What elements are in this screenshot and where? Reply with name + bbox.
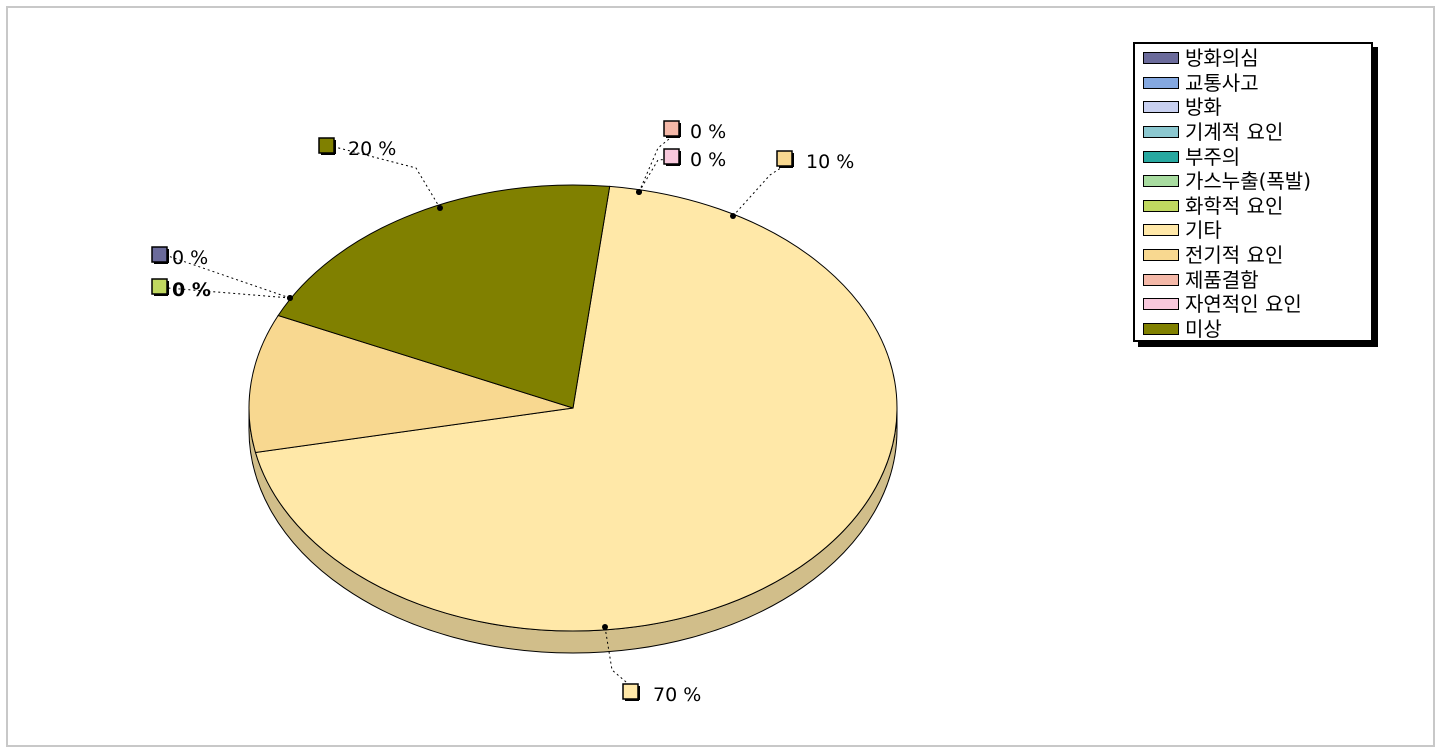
legend-item: 방화의심 — [1143, 46, 1371, 71]
legend-swatch — [1143, 76, 1179, 89]
legend-item: 기계적 요인 — [1143, 120, 1371, 145]
legend-swatch — [1143, 150, 1179, 163]
legend-label: 자연적인 요인 — [1185, 292, 1302, 317]
data-label-leader — [732, 159, 794, 217]
legend-item: 제품결함 — [1143, 267, 1371, 292]
legend-label: 미상 — [1185, 316, 1222, 341]
data-label: 0 % — [690, 121, 726, 143]
legend-label: 기타 — [1185, 218, 1222, 243]
legend-label: 방화 — [1185, 95, 1222, 120]
data-label-dot — [602, 624, 608, 630]
data-label: 70 % — [653, 684, 701, 706]
legend-label: 부주의 — [1185, 144, 1241, 169]
data-label: 0 % — [690, 149, 726, 171]
legend-item: 가스누출(폭발) — [1143, 169, 1371, 194]
legend-item: 부주의 — [1143, 144, 1371, 169]
data-label-dot — [437, 205, 443, 211]
legend-swatch — [1143, 249, 1179, 262]
data-label: 0 % — [172, 247, 208, 269]
legend-label: 기계적 요인 — [1185, 120, 1284, 145]
data-label-dot — [287, 295, 293, 301]
pie-slice-전기적 요인 — [248, 314, 574, 454]
data-label-leader — [167, 255, 291, 299]
legend-swatch — [1143, 126, 1179, 139]
legend-item: 화학적 요인 — [1143, 194, 1371, 219]
data-label-leader — [334, 146, 441, 209]
data-label-swatch — [151, 278, 168, 295]
legend-label: 교통사고 — [1185, 70, 1259, 95]
legend-label: 제품결함 — [1185, 267, 1259, 292]
data-label: 0 % — [172, 279, 211, 301]
data-label-dot — [636, 189, 642, 195]
legend-label: 화학적 요인 — [1185, 193, 1284, 218]
legend-swatch — [1143, 322, 1179, 335]
data-label-swatch — [663, 120, 680, 137]
legend-swatch — [1143, 101, 1179, 114]
legend-item: 방화 — [1143, 95, 1371, 120]
pie-slice-기타 — [254, 185, 898, 632]
data-label: 20 % — [348, 138, 396, 160]
chart-legend: 방화의심 교통사고 방화 기계적 요인 부주의 가스누출(폭발) 화학적 요인 기타 전기적 요… — [1133, 42, 1373, 342]
legend-item: 기타 — [1143, 218, 1371, 243]
legend-swatch — [1143, 224, 1179, 237]
legend-swatch — [1143, 52, 1179, 65]
legend-swatch — [1143, 175, 1179, 188]
data-label-swatch — [622, 683, 639, 700]
data-label-swatch — [776, 150, 793, 167]
legend-swatch — [1143, 273, 1179, 286]
legend-item: 전기적 요인 — [1143, 243, 1371, 268]
data-label-swatch — [663, 148, 680, 165]
legend-item: 교통사고 — [1143, 71, 1371, 96]
legend-label: 가스누출(폭발) — [1185, 169, 1312, 194]
data-label-dot — [730, 213, 736, 219]
data-label-swatch — [318, 137, 335, 154]
pie-slice-미상 — [277, 184, 611, 409]
legend-item: 자연적인 요인 — [1143, 292, 1371, 317]
legend-swatch — [1143, 199, 1179, 212]
data-label-leader — [167, 287, 291, 299]
data-label: 10 % — [806, 151, 854, 173]
data-label-swatch — [151, 246, 168, 263]
legend-item: 미상 — [1143, 317, 1371, 342]
legend-label: 방화의심 — [1185, 46, 1259, 71]
legend-swatch — [1143, 298, 1179, 311]
legend-label: 전기적 요인 — [1185, 243, 1284, 268]
